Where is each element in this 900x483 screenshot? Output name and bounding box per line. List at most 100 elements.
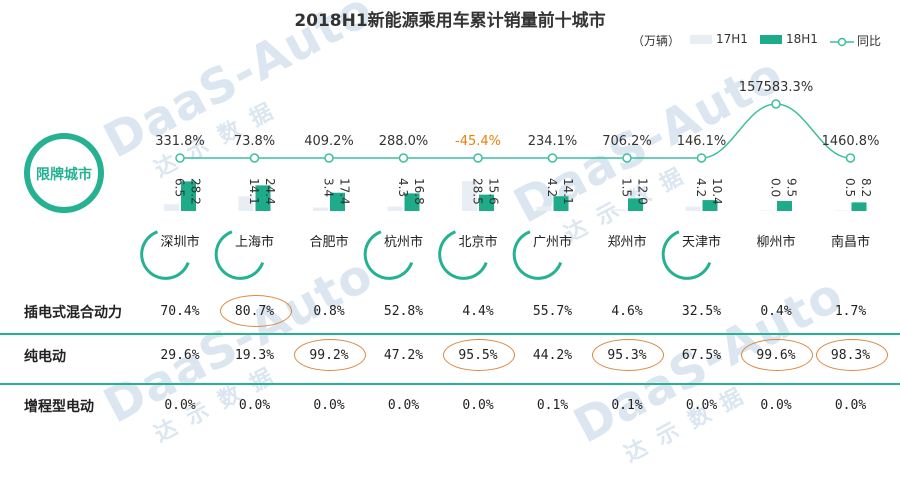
table-cell: 67.5% (681, 348, 722, 363)
bar-17h1 (760, 210, 775, 211)
bar-17h1 (313, 207, 328, 211)
restricted-city-arc (140, 230, 190, 280)
bar-18h1 (255, 185, 271, 211)
bar-18h1 (777, 201, 792, 211)
yoy-point (324, 153, 334, 163)
table-cell: 44.2% (532, 348, 573, 363)
yoy-point (622, 153, 632, 163)
category-label: 柳州市 (756, 234, 795, 250)
data-label-17h1: 28.5 (471, 178, 485, 205)
table-cell: 52.8% (383, 304, 424, 319)
bar-18h1 (181, 181, 196, 211)
data-label-18h1: 8.2 (859, 178, 873, 197)
data-label-17h1: 4.2 (545, 178, 559, 197)
table-cell: 0.0% (164, 398, 196, 413)
share-table: 插电式混合动力 70.4% 80.7% 0.8% 52.8% 4.4% 55.7% 4.6% 3… (0, 295, 900, 453)
row-separator (0, 333, 900, 335)
yoy-point (175, 153, 185, 163)
data-label-18h1: 12.0 (636, 178, 650, 205)
table-cell: 55.7% (532, 304, 573, 319)
data-label-18h1: 17.4 (338, 178, 352, 205)
legend-line-icon (830, 37, 854, 46)
table-cell: 0.4% (760, 304, 792, 319)
data-label-18h1: 28.2 (189, 178, 203, 205)
bar-18h1 (702, 200, 718, 211)
data-label-17h1: 4.3 (396, 178, 410, 197)
legend-item-18h1: 18H1 (760, 32, 818, 46)
table-cell: 0.0% (387, 398, 420, 413)
table-cell: 32.5% (681, 304, 722, 319)
restricted-city-arc (363, 230, 414, 280)
chart-stage: DaaS-Auto 达示数据 DaaS-Auto 达示数据 DaaS-Auto 达示数… (0, 0, 900, 468)
data-label-17h1: 6.5 (173, 178, 187, 197)
table-cell: 19.3% (234, 348, 275, 363)
bar-18h1 (330, 192, 345, 211)
table-cell: 4.4% (462, 304, 494, 319)
legend-swatch (760, 35, 782, 44)
yoy-line (180, 103, 851, 159)
legend-unit: （万辆） (632, 34, 681, 48)
yoy-label: 157583.3% (739, 80, 813, 95)
yoy-label: 73.8% (234, 134, 275, 149)
restricted-city-arc (661, 230, 712, 280)
data-label-17h1: 4.2 (694, 178, 708, 197)
bar-17h1 (611, 209, 626, 211)
data-label-17h1: 1.5 (620, 178, 634, 197)
category-label: 深圳市 (160, 234, 199, 250)
yoy-label: 146.1% (677, 134, 727, 149)
data-label-18h1: 15.6 (487, 178, 501, 205)
yoy-point (771, 99, 781, 109)
table-cell: 0.0% (462, 398, 494, 413)
category-label: 天津市 (682, 234, 721, 250)
legend-swatch (690, 35, 712, 44)
table-cell: 47.2% (383, 348, 424, 363)
data-label-17h1: 3.4 (322, 178, 336, 197)
yoy-point (473, 153, 483, 163)
data-label-18h1: 24.4 (263, 178, 277, 205)
row-separator (0, 383, 900, 385)
restricted-city-arc (214, 230, 265, 280)
legend-item-yoy: 同比 (830, 32, 881, 49)
yoy-point (398, 153, 409, 163)
category-label: 南昌市 (831, 234, 870, 250)
table-cell: 70.4% (160, 304, 200, 319)
restricted-city-arc (438, 230, 488, 280)
data-label-18h1: 16.8 (412, 178, 426, 205)
yoy-label: 409.2% (304, 134, 354, 149)
table-cell: 0.1% (536, 398, 569, 413)
category-label: 杭州市 (384, 234, 423, 250)
yoy-point (696, 153, 707, 163)
bar-18h1 (628, 198, 643, 211)
category-label: 北京市 (458, 234, 497, 250)
bar-17h1 (834, 210, 850, 211)
bar-18h1 (553, 196, 569, 211)
table-cell: 0.0% (760, 398, 792, 413)
bar-17h1 (164, 204, 179, 211)
yoy-point (845, 153, 856, 163)
chart-title: 2018H1新能源乘用车累计销量前十城市 (294, 11, 606, 31)
highlight-ellipse (815, 339, 888, 371)
yoy-label: -45.4% (455, 134, 501, 149)
restricted-badge-ring (24, 133, 104, 213)
data-label-18h1: 10.4 (710, 178, 724, 205)
highlight-ellipse (592, 339, 664, 371)
data-label-17h1: 0.0 (769, 178, 783, 197)
data-label-18h1: 14.1 (561, 178, 575, 205)
data-label-17h1: 14.1 (247, 178, 261, 205)
category-label: 广州市 (533, 234, 572, 250)
bar-17h1 (238, 196, 254, 211)
table-cell: 1.7% (834, 304, 867, 319)
bar-17h1 (462, 181, 477, 211)
data-label-18h1: 9.5 (785, 178, 799, 197)
yoy-label: 234.1% (528, 134, 578, 149)
row-label: 纯电动 (24, 349, 66, 365)
highlight-ellipse (219, 295, 292, 327)
table-cell: 0.1% (611, 398, 643, 413)
category-label: 郑州市 (607, 234, 646, 250)
table-cell: 0.0% (238, 398, 271, 413)
restricted-badge-label: 限牌城市 (36, 166, 92, 183)
yoy-point (249, 153, 260, 163)
table-cell: 0.8% (313, 304, 345, 319)
table-cell: 29.6% (160, 348, 200, 363)
